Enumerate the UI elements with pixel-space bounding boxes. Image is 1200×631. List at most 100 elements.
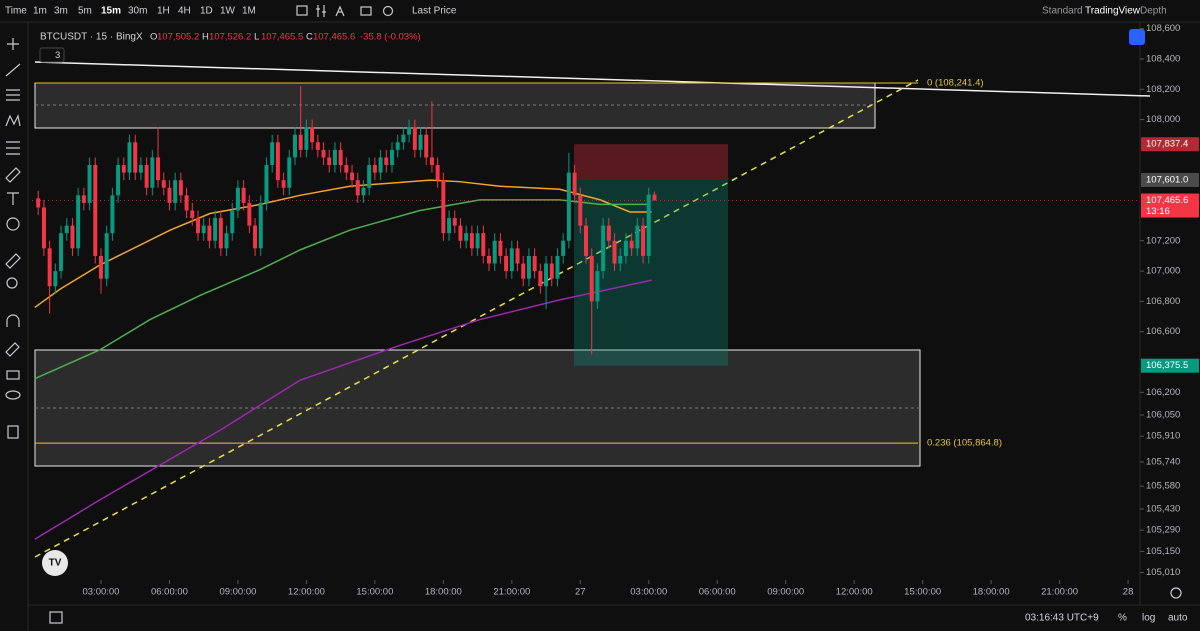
candle-body bbox=[201, 225, 206, 234]
ohlc-key: H bbox=[202, 32, 209, 43]
zoom-tool[interactable] bbox=[6, 277, 18, 289]
candle-body bbox=[133, 142, 138, 173]
candle-body bbox=[144, 165, 149, 188]
candle-body bbox=[418, 134, 423, 150]
candle-body bbox=[167, 187, 172, 203]
candle-body bbox=[218, 218, 223, 249]
date-range-icon[interactable] bbox=[49, 611, 63, 624]
camera-icon[interactable] bbox=[360, 6, 372, 16]
indicator-icon[interactable] bbox=[335, 5, 345, 17]
candle-body bbox=[589, 255, 594, 302]
candle-body bbox=[526, 255, 531, 279]
y-tick-label: 106,200 bbox=[1146, 387, 1180, 398]
candle-body bbox=[429, 157, 434, 166]
magnet-tool[interactable] bbox=[6, 314, 20, 327]
x-tick-label: 09:00:00 bbox=[219, 587, 256, 598]
candle-body bbox=[298, 134, 303, 150]
candle-body bbox=[76, 195, 81, 249]
x-tick-label: 15:00:00 bbox=[904, 587, 941, 598]
y-tick-label: 107,200 bbox=[1146, 235, 1180, 246]
candle-body bbox=[264, 165, 269, 203]
trendline-tool[interactable] bbox=[5, 63, 21, 77]
view-button[interactable]: Depth bbox=[1140, 6, 1167, 17]
percent-toggle[interactable]: % bbox=[1118, 613, 1127, 624]
candle-body bbox=[447, 218, 452, 234]
candle-body bbox=[424, 134, 429, 158]
interval-button[interactable]: 1m bbox=[33, 6, 47, 17]
price-source[interactable]: Last Price bbox=[412, 6, 457, 17]
left-toolbar bbox=[5, 38, 63, 624]
reload-icon[interactable] bbox=[382, 5, 394, 17]
x-tick-label: 06:00:00 bbox=[699, 587, 736, 598]
candle-body bbox=[241, 187, 246, 203]
indicator-toggle[interactable] bbox=[39, 47, 65, 63]
sync-button[interactable] bbox=[1129, 29, 1145, 45]
price-label-box bbox=[1141, 173, 1199, 188]
candle-body bbox=[549, 263, 554, 279]
x-tick-label: 15:00:00 bbox=[356, 587, 393, 598]
text-tool[interactable] bbox=[7, 192, 19, 205]
crosshair-tool[interactable] bbox=[7, 38, 19, 50]
candle-body bbox=[372, 165, 377, 173]
price-label-box bbox=[1141, 358, 1199, 373]
log-toggle[interactable]: log bbox=[1142, 613, 1155, 624]
interval-button[interactable]: 4H bbox=[178, 6, 191, 17]
candle-body bbox=[635, 225, 640, 249]
ruler-tool[interactable] bbox=[5, 253, 21, 269]
indicator-count[interactable]: 3 bbox=[55, 50, 60, 61]
candle-body bbox=[492, 240, 497, 264]
candle-body bbox=[612, 240, 617, 264]
candle-body bbox=[618, 255, 623, 264]
view-button[interactable]: TradingView bbox=[1085, 6, 1141, 17]
candle-body bbox=[641, 225, 646, 256]
candle-body bbox=[173, 180, 178, 203]
candle-body bbox=[116, 165, 121, 196]
candle-body bbox=[59, 233, 64, 272]
x-tick-label: 12:00:00 bbox=[836, 587, 873, 598]
candle-body bbox=[555, 255, 560, 279]
fib-tool[interactable] bbox=[6, 89, 20, 101]
settings-icon[interactable] bbox=[1170, 587, 1182, 599]
stay-drawing-tool[interactable] bbox=[5, 342, 20, 357]
candle-body bbox=[270, 142, 275, 166]
interval-button[interactable]: 5m bbox=[78, 6, 92, 17]
candle-body bbox=[190, 210, 195, 219]
candle-body bbox=[412, 127, 417, 150]
time-button[interactable]: Time bbox=[5, 6, 27, 17]
view-button[interactable]: Standard bbox=[1042, 6, 1083, 17]
candle-body bbox=[70, 225, 75, 249]
auto-toggle[interactable]: auto bbox=[1168, 613, 1188, 624]
candle-body bbox=[504, 255, 509, 272]
brush-tool[interactable] bbox=[5, 167, 21, 183]
interval-button[interactable]: 30m bbox=[128, 6, 147, 17]
interval-button[interactable]: 1W bbox=[220, 6, 236, 17]
candle-body bbox=[458, 225, 463, 241]
plot bbox=[32, 82, 1140, 540]
target-area bbox=[574, 180, 728, 366]
price-label: 107,601.0 bbox=[1146, 175, 1188, 186]
pattern-tool[interactable] bbox=[5, 114, 21, 127]
interval-button[interactable]: 1M bbox=[242, 6, 256, 17]
candle-body bbox=[156, 157, 161, 181]
candle-body bbox=[623, 240, 628, 256]
candle-body bbox=[486, 255, 491, 264]
candle-body bbox=[287, 157, 292, 188]
interval-button[interactable]: 15m bbox=[101, 6, 121, 17]
forecast-tool[interactable] bbox=[6, 141, 20, 155]
y-tick-label: 105,290 bbox=[1146, 525, 1180, 536]
interval-button[interactable]: 1D bbox=[200, 6, 213, 17]
interval-button[interactable]: 1H bbox=[157, 6, 170, 17]
candle-body bbox=[595, 271, 600, 302]
emoji-tool[interactable] bbox=[6, 217, 20, 231]
candle-icon[interactable] bbox=[316, 5, 326, 17]
candle-body bbox=[281, 180, 286, 188]
y-tick-label: 108,600 bbox=[1146, 23, 1180, 34]
hide-tool[interactable] bbox=[5, 390, 21, 400]
delete-tool[interactable] bbox=[7, 425, 19, 439]
lock-tool[interactable] bbox=[6, 370, 20, 380]
chart-type-icon[interactable] bbox=[296, 5, 308, 16]
interval-button[interactable]: 3m bbox=[54, 6, 68, 17]
candle-body bbox=[481, 233, 486, 256]
y-tick-label: 105,430 bbox=[1146, 503, 1180, 514]
support-trendline bbox=[34, 79, 919, 558]
